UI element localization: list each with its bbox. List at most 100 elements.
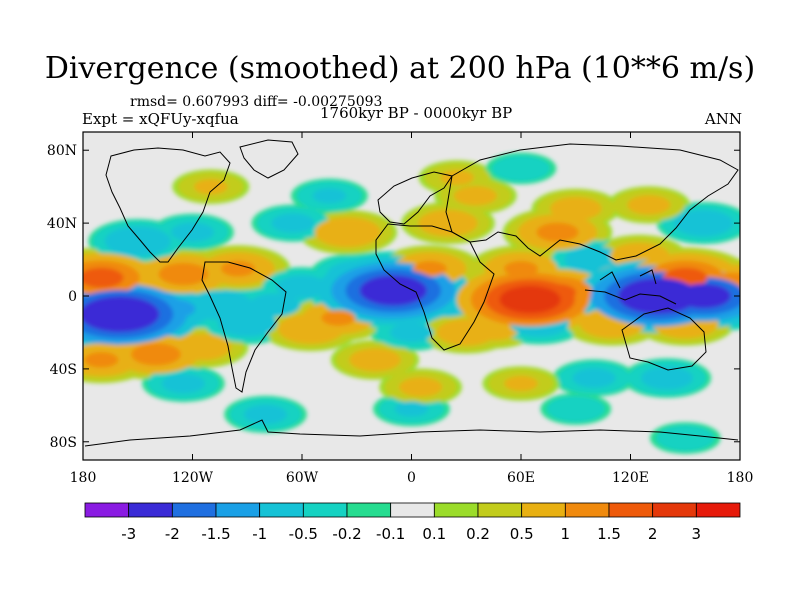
lat-tick-label: 40N [47,216,77,232]
anomaly-contour-55 [656,424,715,452]
anomaly-contour-4 [83,267,124,288]
colorbar-level-label: 2 [648,525,658,543]
anomaly-contour-17 [321,310,356,326]
colorbar-box [128,502,173,518]
anomaly-contour-15 [276,275,328,299]
anomaly-contour-22 [271,213,315,233]
anomaly-contour-52 [243,404,288,425]
anomaly-contour-9 [84,352,119,368]
anomaly-contour-12 [161,373,205,394]
anomaly-contour-56 [194,179,228,195]
colorbar-box [171,502,217,518]
coastline-africa [375,223,495,351]
colorbar-level-label: -0.5 [289,525,318,543]
experiment-label: Expt = xQFUy-xqfua [82,110,239,128]
anomaly-contour-6 [221,261,256,277]
anomaly-contour-24 [349,348,401,372]
lon-tick-label: 60W [286,470,319,486]
colorbar-level-label: -2 [165,525,180,543]
coastline-asia [445,143,739,261]
anomaly-contour-11 [172,333,232,361]
colorbar-box [521,502,566,518]
colorbar-level-label: 0.1 [422,525,446,543]
anomaly-contour-57 [491,155,551,182]
anomaly-contour-23 [312,188,347,204]
anomaly-contour-38 [550,196,602,221]
anomaly-field [83,152,740,454]
anomaly-contour-14 [248,293,301,317]
anomaly-contour-36 [504,261,538,277]
coastline-europe [377,171,453,225]
lat-tick-label: 40S [50,362,77,378]
period-label: 1760kyr BP - 0000kyr BP [320,104,513,122]
anomaly-contour-13 [217,310,277,337]
anomaly-contour-43 [676,283,731,309]
anomaly-contour-33 [499,285,561,314]
anomaly-contour-58 [399,377,443,397]
anomaly-contour-37 [536,222,579,242]
colorbar-level-label: 0.2 [466,525,490,543]
coastline-south-america [201,261,287,393]
anomaly-contour-26 [412,261,447,277]
coastline-greenland [239,139,299,179]
lon-tick-label: 180 [70,470,97,486]
coastline-antarctica [84,419,739,447]
anomaly-contour-5 [158,262,209,286]
colorbar-box [215,502,261,518]
colorbar-box [433,502,479,518]
colorbar-box [695,502,741,518]
lon-tick-label: 180 [727,470,754,486]
colorbar-level-label: -3 [121,525,136,543]
lat-tick-label: 0 [68,289,77,305]
anomaly-contour-19 [359,275,427,306]
colorbar-box [346,502,392,518]
colorbar-box [564,502,610,518]
colorbar-level-label: -1 [252,525,267,543]
coastline-maritime-continent [584,269,677,305]
colorbar-box [477,502,523,518]
map-axes: 80N 40N 0 40S 80S 180 120W 60W 0 60E 120E 180 [47,132,753,486]
colorbar-boxes [84,502,741,518]
anomaly-contour-27 [418,209,478,237]
anomaly-contour-48 [572,368,616,388]
anomaly-contour-25 [389,322,434,343]
lon-tick-label: 60E [507,470,535,486]
colorbar-level-label: -0.1 [376,525,405,543]
lat-tick-label: 80S [50,435,77,451]
colorbar-box [390,502,435,518]
anomaly-contour-50 [673,209,734,237]
rmsd-diff-stats: rmsd= 0.607993 diff= -0.00275093 [130,94,383,110]
colorbar-level-label: 1.5 [597,525,621,543]
colorbar-box [84,502,130,518]
colorbar-level-label: 0.5 [510,525,534,543]
anomaly-contour-59 [504,375,538,392]
colorbar-level-label: 3 [692,525,702,543]
lon-tick-label: 120E [612,470,649,486]
lat-tick-label: 80N [47,143,77,159]
anomaly-contour-21 [314,217,381,248]
anomaly-contour-28 [453,186,497,206]
colorbar-level-label: -0.2 [332,525,361,543]
plot-title: Divergence (smoothed) at 200 hPa (10**6 … [44,51,756,86]
lon-tick-label: 0 [407,470,416,486]
anomaly-contour-7 [104,226,171,257]
anomaly-contour-53 [394,401,429,417]
colorbar-box [652,502,697,518]
colorbar-box [608,502,654,518]
anomaly-contour-51 [627,195,671,215]
anomaly-contour-10 [131,343,181,366]
coastline-north-america [105,147,231,263]
colorbar-labels: -3 -2 -1.5 -1 -0.5 -0.2 -0.1 0.1 0.2 0.5 1 1.5 2 3 [121,525,701,543]
coastline-australia [621,307,707,371]
anomaly-contour-8 [170,222,215,242]
anomaly-contour-49 [641,366,693,390]
anomaly-contour-0 [83,296,160,333]
colorbar-level-label: -1.5 [201,525,230,543]
coastlines [84,139,739,447]
anomaly-contour-39 [564,246,624,273]
colorbar-level-label: 1 [561,525,571,543]
anomaly-contour-54 [546,395,606,423]
colorbar-box [302,502,348,518]
